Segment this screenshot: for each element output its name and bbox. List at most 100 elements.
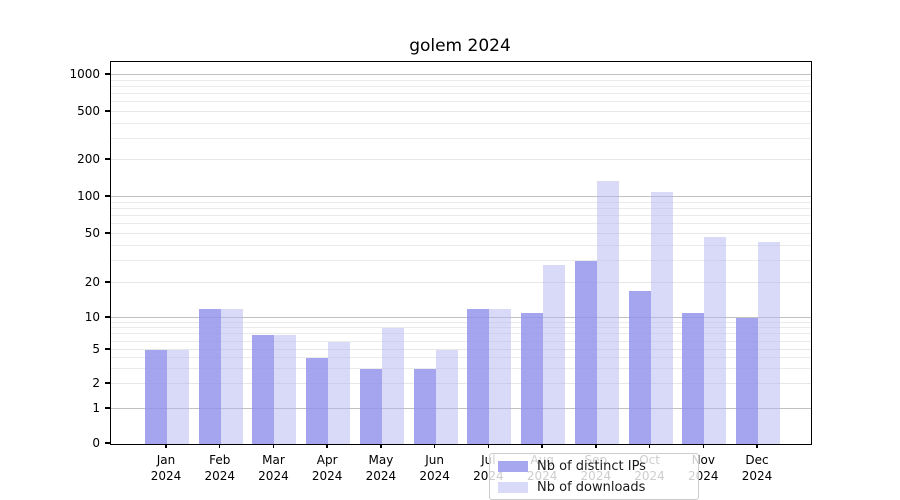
y-tick-mark — [105, 382, 110, 384]
gridline-minor — [111, 79, 811, 81]
y-tick-mark — [105, 158, 110, 160]
x-tick-mark — [487, 444, 490, 449]
legend-label: Nb of distinct IPs — [537, 458, 646, 474]
bar-downloads-dec — [758, 242, 781, 444]
y-tick-mark — [105, 348, 110, 350]
x-tick-year: 2024 — [741, 469, 773, 483]
gridline-minor — [111, 85, 811, 87]
x-tick-year: 2024 — [311, 469, 343, 483]
legend-swatch-downloads — [498, 481, 528, 493]
gridline-major — [111, 196, 811, 197]
gridline-minor — [111, 321, 811, 323]
x-tick-month: May — [368, 453, 394, 467]
y-tick-label: 1000 — [69, 66, 100, 81]
x-tick-year: 2024 — [204, 469, 235, 483]
gridline — [111, 111, 811, 112]
x-tick-mark — [326, 444, 328, 449]
gridline-minor — [111, 223, 811, 225]
y-tick-label: 1 — [92, 400, 100, 415]
x-tick-mark — [380, 444, 382, 449]
bar-downloads-sep — [596, 181, 619, 444]
gridline-minor — [111, 137, 811, 139]
x-tick-mark — [219, 444, 221, 449]
y-tick-label: 0 — [92, 435, 100, 450]
bar-downloads-oct — [650, 191, 673, 444]
gridline — [111, 349, 811, 350]
bar-ips-jan — [145, 350, 167, 444]
bar-downloads-apr — [328, 341, 351, 444]
x-tick-label-jun: Jun 2024 — [403, 452, 467, 484]
y-tick-label: 200 — [77, 151, 100, 166]
bar-ips-dec — [736, 318, 759, 444]
gridline-minor — [111, 340, 811, 342]
bar-downloads-mar — [274, 334, 297, 444]
bar-ips-sep — [574, 261, 597, 444]
y-tick-label: 50 — [84, 225, 100, 240]
bar-ips-mar — [252, 334, 275, 444]
gridline-minor — [111, 260, 811, 262]
gridline-major — [111, 408, 811, 409]
x-tick-label-feb: Feb 2024 — [188, 452, 252, 484]
bar-ips-jul — [467, 308, 490, 444]
gridline-minor — [111, 333, 811, 335]
gridline — [111, 233, 811, 234]
bar-downloads-feb — [220, 308, 243, 444]
gridline-minor — [111, 201, 811, 203]
bar-ips-oct — [628, 291, 651, 444]
x-tick-mark — [541, 444, 543, 449]
y-tick-mark — [105, 281, 110, 283]
y-tick-label: 20 — [84, 274, 100, 289]
x-tick-mark — [648, 444, 651, 449]
gridline-major — [111, 74, 811, 75]
gridline-minor — [111, 367, 811, 369]
gridline-minor — [111, 215, 811, 217]
y-tick-label: 500 — [77, 103, 100, 118]
gridline-minor — [111, 327, 811, 329]
bar-ips-nov — [682, 313, 705, 444]
x-tick-month: Apr — [316, 453, 338, 467]
y-tick-mark — [105, 442, 110, 444]
x-tick-mark — [756, 444, 758, 449]
bar-ips-aug — [521, 313, 544, 444]
x-tick-mark — [272, 444, 275, 449]
y-tick-label: 100 — [77, 188, 100, 203]
x-tick-label-dec: Dec 2024 — [725, 452, 789, 484]
gridline-minor — [111, 207, 811, 209]
y-tick-mark — [105, 232, 110, 234]
x-tick-month: Feb — [209, 453, 231, 467]
x-tick-month: Jan — [156, 453, 176, 467]
y-tick-mark — [105, 316, 110, 318]
y-tick-mark — [105, 110, 110, 112]
plot-area: Nb of distinct IPs Nb of downloads — [110, 61, 812, 500]
legend-swatch-ips — [498, 460, 528, 472]
y-tick-label: 5 — [92, 341, 100, 356]
gridline-minor — [111, 93, 811, 95]
gridline — [111, 282, 811, 283]
chart-title: golem 2024 — [409, 36, 511, 56]
x-tick-label-apr: Apr 2024 — [295, 452, 359, 484]
x-tick-month: Jun — [425, 453, 445, 467]
bar-downloads-jul — [489, 308, 512, 444]
gridline-major — [111, 317, 811, 318]
bar-ips-may — [359, 369, 382, 444]
x-tick-year: 2024 — [150, 469, 182, 483]
gridline-minor — [111, 357, 811, 359]
bar-downloads-may — [381, 328, 404, 444]
bar-downloads-aug — [543, 265, 566, 444]
y-tick-mark — [105, 407, 110, 409]
bar-ips-jun — [413, 369, 436, 444]
x-tick-mark — [165, 444, 167, 449]
x-tick-mark — [433, 444, 436, 449]
bar-downloads-jun — [435, 350, 458, 444]
bar-ips-feb — [198, 308, 221, 444]
x-tick-label-mar: Mar 2024 — [241, 452, 305, 484]
x-tick-month: Dec — [745, 453, 769, 467]
y-tick-label: 2 — [92, 375, 100, 390]
bar-ips-apr — [306, 358, 329, 444]
gridline-minor — [111, 122, 811, 124]
x-tick-mark — [595, 444, 597, 449]
legend: Nb of distinct IPs Nb of downloads — [489, 453, 699, 500]
legend-row: Nb of distinct IPs — [498, 458, 690, 475]
legend-row: Nb of downloads — [498, 479, 690, 496]
